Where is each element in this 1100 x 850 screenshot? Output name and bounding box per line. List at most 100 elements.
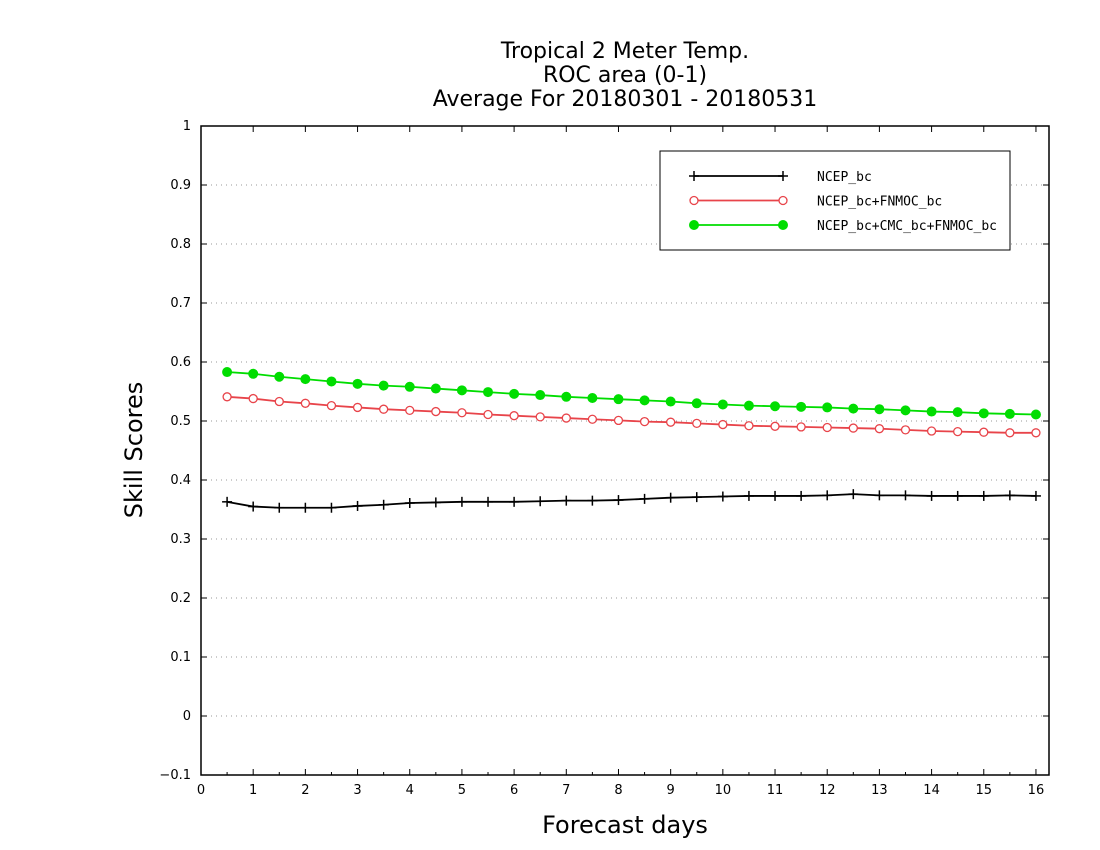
data-point: [613, 415, 624, 426]
data-point: [822, 422, 832, 433]
data-point: [222, 496, 233, 507]
data-point: [587, 414, 598, 424]
data-point: [900, 490, 911, 501]
data-point: [378, 499, 389, 510]
legend-marker: [689, 171, 699, 181]
series-1: [222, 392, 1041, 438]
data-point: [405, 405, 415, 416]
x-tick-label: 0: [197, 783, 205, 798]
y-tick-label: 0.8: [170, 237, 191, 252]
series-line: [227, 371, 1036, 416]
x-tick-label: 3: [353, 783, 361, 798]
title-line-3: Average For 20180301 - 20180531: [433, 87, 818, 112]
data-point: [456, 385, 467, 396]
data-point: [509, 388, 520, 399]
data-point: [874, 424, 885, 434]
data-point: [665, 492, 676, 503]
data-point: [430, 383, 441, 394]
series-2: [222, 367, 1041, 420]
x-tick-label: 13: [871, 783, 888, 798]
data-point: [248, 501, 259, 512]
data-point: [926, 426, 937, 436]
data-point: [457, 408, 467, 418]
data-point: [535, 412, 545, 422]
y-tick-label: 0.2: [170, 591, 191, 606]
data-point: [743, 490, 754, 501]
title-line-2: ROC area (0-1): [543, 63, 707, 88]
data-point: [561, 391, 572, 402]
data-point: [900, 425, 911, 435]
data-point: [248, 393, 258, 404]
data-point: [378, 380, 389, 391]
legend-label: NCEP_bc+FNMOC_bc: [817, 195, 942, 210]
data-point: [483, 409, 493, 420]
data-point: [639, 416, 650, 427]
data-point: [326, 376, 337, 387]
legend-marker: [778, 195, 788, 206]
data-point: [770, 401, 781, 412]
data-point: [770, 421, 780, 431]
data-point: [822, 490, 833, 501]
y-tick-label: 0: [183, 709, 191, 724]
data-point: [639, 493, 650, 504]
data-point: [691, 492, 702, 503]
data-point: [926, 490, 937, 501]
x-tick-label: 2: [301, 783, 309, 798]
data-point: [431, 406, 441, 417]
data-point: [300, 502, 311, 513]
y-tick-label: 0.3: [170, 532, 191, 547]
data-point: [561, 413, 571, 423]
data-point: [874, 404, 885, 415]
legend-entry-1: NCEP_bc+FNMOC_bc: [689, 195, 942, 210]
data-point: [822, 402, 833, 413]
x-tick-label: 15: [975, 783, 992, 798]
y-axis-label: Skill Scores: [120, 382, 148, 519]
y-tick-label: 0.6: [170, 355, 191, 370]
x-tick-label: 5: [458, 783, 466, 798]
data-series: [222, 367, 1041, 513]
data-point: [874, 490, 885, 501]
x-tick-label: 9: [667, 783, 675, 798]
data-point: [796, 490, 807, 501]
legend-marker: [778, 220, 788, 230]
data-point: [248, 368, 259, 379]
data-point: [222, 392, 232, 402]
x-tick-label: 8: [614, 783, 622, 798]
data-point: [1005, 428, 1015, 438]
x-tick-label: 6: [510, 783, 518, 798]
data-point: [848, 423, 858, 433]
data-point: [561, 495, 572, 506]
data-point: [1004, 408, 1015, 419]
x-axis-label: Forecast days: [542, 811, 708, 839]
y-tick-label: 0.5: [170, 414, 191, 429]
data-point: [274, 371, 285, 382]
data-point: [509, 411, 519, 421]
legend: NCEP_bc NCEP_bc+FNMOC_bc NCEP_bc+CMC_bc+FN…: [659, 150, 1011, 251]
y-tick-label: 1: [183, 119, 191, 134]
series-0: [222, 489, 1041, 513]
legend-marker: [778, 171, 788, 181]
data-point: [639, 395, 650, 406]
x-tick-label: 12: [819, 783, 836, 798]
data-point: [274, 502, 285, 513]
data-point: [718, 419, 728, 430]
data-point: [483, 496, 494, 507]
data-point: [404, 498, 415, 509]
data-point: [1004, 490, 1015, 501]
y-tick-label: −0.1: [159, 768, 191, 783]
series-line: [227, 395, 1036, 434]
data-point: [509, 496, 520, 507]
data-point: [691, 398, 702, 409]
data-point: [952, 407, 963, 418]
data-point: [300, 374, 311, 385]
x-tick-label: 7: [562, 783, 570, 798]
data-point: [352, 402, 363, 413]
data-point: [796, 422, 806, 432]
data-point: [900, 405, 911, 416]
data-point: [587, 392, 598, 403]
y-tick-label: 0.1: [170, 650, 191, 665]
y-tick-label: 0.4: [170, 473, 191, 488]
x-tick-label: 16: [1028, 783, 1045, 798]
legend-label: NCEP_bc+CMC_bc+FNMOC_bc: [817, 219, 997, 234]
